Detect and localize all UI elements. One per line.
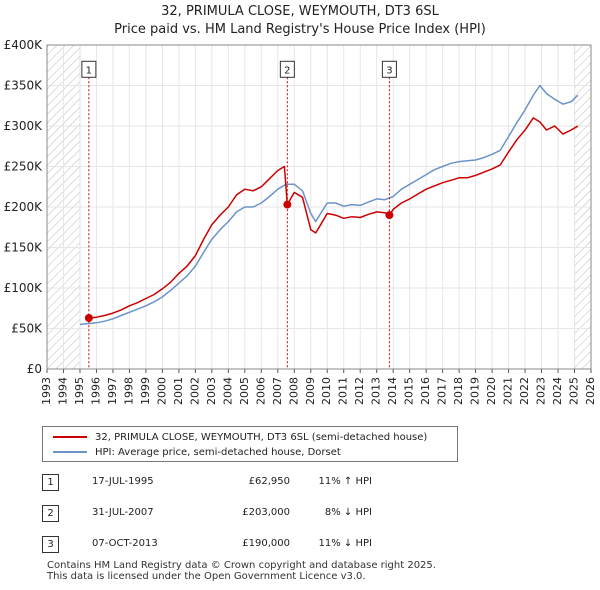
y-tick-label: £400K xyxy=(4,38,44,52)
marker-2-box xyxy=(279,60,295,78)
transaction-hpi: 11% ↓ HPI xyxy=(318,538,372,549)
legend-swatch-red xyxy=(53,436,87,438)
y-tick-label: £100K xyxy=(4,281,44,295)
marker-2-label: 2 xyxy=(284,65,290,76)
price-paid-line xyxy=(88,117,579,319)
transaction-price: £203,000 xyxy=(242,507,290,518)
x-tick-label: 2022 xyxy=(518,377,531,405)
y-tick-label: £0 xyxy=(27,362,42,376)
chart-legend: 32, PRIMULA CLOSE, WEYMOUTH, DT3 6SL (se… xyxy=(42,426,458,462)
x-tick-label: 1994 xyxy=(56,377,69,405)
x-tick-label: 2023 xyxy=(535,377,548,405)
x-tick-label: 2012 xyxy=(353,377,366,405)
marker-3-point xyxy=(385,211,394,220)
y-tick-label: £150K xyxy=(4,241,44,255)
x-tick-label: 2009 xyxy=(304,377,317,405)
footer: Contains HM Land Registry data © Crown c… xyxy=(47,560,436,582)
x-tick-label: 2002 xyxy=(188,377,201,405)
footer-licence: This data is licensed under the Open Gov… xyxy=(47,571,366,582)
x-tick-label: 2000 xyxy=(155,377,168,405)
transaction-price: £62,950 xyxy=(248,476,290,487)
transaction-hpi: 8% ↓ HPI xyxy=(324,507,372,518)
hpi-line xyxy=(79,84,579,326)
x-tick-label: 1996 xyxy=(89,377,102,405)
transaction-date: 31-JUL-2007 xyxy=(92,507,154,518)
x-tick-label: 1998 xyxy=(122,377,135,405)
footer-copyright: Contains HM Land Registry data © Crown c… xyxy=(47,560,436,571)
transaction-price: £190,000 xyxy=(242,538,290,549)
transaction-date: 17-JUL-1995 xyxy=(92,476,154,487)
transaction-number: 3 xyxy=(42,536,59,553)
x-tick-label: 2005 xyxy=(238,377,251,405)
y-tick-label: £200K xyxy=(4,200,44,214)
x-tick-label: 2024 xyxy=(551,377,564,405)
x-tick-label: 2018 xyxy=(452,377,465,405)
marker-3-label: 3 xyxy=(386,65,392,76)
marker-3-box xyxy=(381,60,397,78)
legend-swatch-blue xyxy=(53,451,87,453)
x-tick-label: 1993 xyxy=(40,377,53,405)
x-tick-label: 2021 xyxy=(502,377,515,405)
x-tick-label: 1999 xyxy=(139,377,152,405)
transaction-number: 2 xyxy=(42,505,59,522)
x-tick-label: 2015 xyxy=(403,377,416,405)
legend-item-hpi: HPI: Average price, semi-detached house,… xyxy=(53,445,341,459)
table-row: 1 17-JUL-1995 £62,950 11% ↑ HPI xyxy=(42,474,442,505)
chart-title: 32, PRIMULA CLOSE, WEYMOUTH, DT3 6SL xyxy=(161,4,439,19)
x-tick-label: 2003 xyxy=(205,377,218,405)
x-tick-label: 2019 xyxy=(469,377,482,405)
x-tick-label: 2026 xyxy=(584,377,597,405)
x-tick-label: 2016 xyxy=(419,377,432,405)
x-tick-label: 2007 xyxy=(271,377,284,405)
x-tick-label: 2006 xyxy=(254,377,267,405)
x-tick-label: 2020 xyxy=(485,377,498,405)
transaction-number: 1 xyxy=(42,474,59,491)
y-tick-label: £50K xyxy=(11,322,43,336)
x-tick-label: 2008 xyxy=(287,377,300,405)
transaction-date: 07-OCT-2013 xyxy=(92,538,158,549)
y-tick-label: £300K xyxy=(4,119,44,133)
chart-subtitle: Price paid vs. HM Land Registry's House … xyxy=(114,22,486,37)
x-tick-label: 2010 xyxy=(320,377,333,405)
x-tick-label: 1995 xyxy=(73,377,86,405)
x-tick-label: 2014 xyxy=(386,377,399,405)
marker-1-box xyxy=(81,60,97,78)
marker-1-point xyxy=(84,314,93,323)
x-tick-label: 2017 xyxy=(436,377,449,405)
x-tick-label: 2001 xyxy=(172,377,185,405)
x-tick-label: 2025 xyxy=(568,377,581,405)
legend-label: HPI: Average price, semi-detached house,… xyxy=(95,446,341,458)
transactions-table: 1 17-JUL-1995 £62,950 11% ↑ HPI 2 31-JUL… xyxy=(42,474,442,567)
y-tick-label: £350K xyxy=(4,79,44,93)
legend-item-price-paid: 32, PRIMULA CLOSE, WEYMOUTH, DT3 6SL (se… xyxy=(53,430,427,444)
x-tick-label: 2004 xyxy=(221,377,234,405)
table-row: 3 07-OCT-2013 £190,000 11% ↓ HPI xyxy=(42,536,442,567)
transaction-hpi: 11% ↑ HPI xyxy=(318,476,372,487)
marker-2-point xyxy=(283,200,292,209)
legend-label: 32, PRIMULA CLOSE, WEYMOUTH, DT3 6SL (se… xyxy=(95,431,428,443)
marker-1-label: 1 xyxy=(86,65,92,76)
x-tick-label: 2011 xyxy=(337,377,350,405)
x-tick-label: 2013 xyxy=(370,377,383,405)
table-row: 2 31-JUL-2007 £203,000 8% ↓ HPI xyxy=(42,505,442,536)
x-tick-label: 1997 xyxy=(106,377,119,405)
chart-area: 1 2 3 1993 1994 1995 1996 1997 1998 1999 2000 2001… xyxy=(4,38,597,405)
plot-frame xyxy=(46,44,592,370)
y-tick-label: £250K xyxy=(4,160,44,174)
